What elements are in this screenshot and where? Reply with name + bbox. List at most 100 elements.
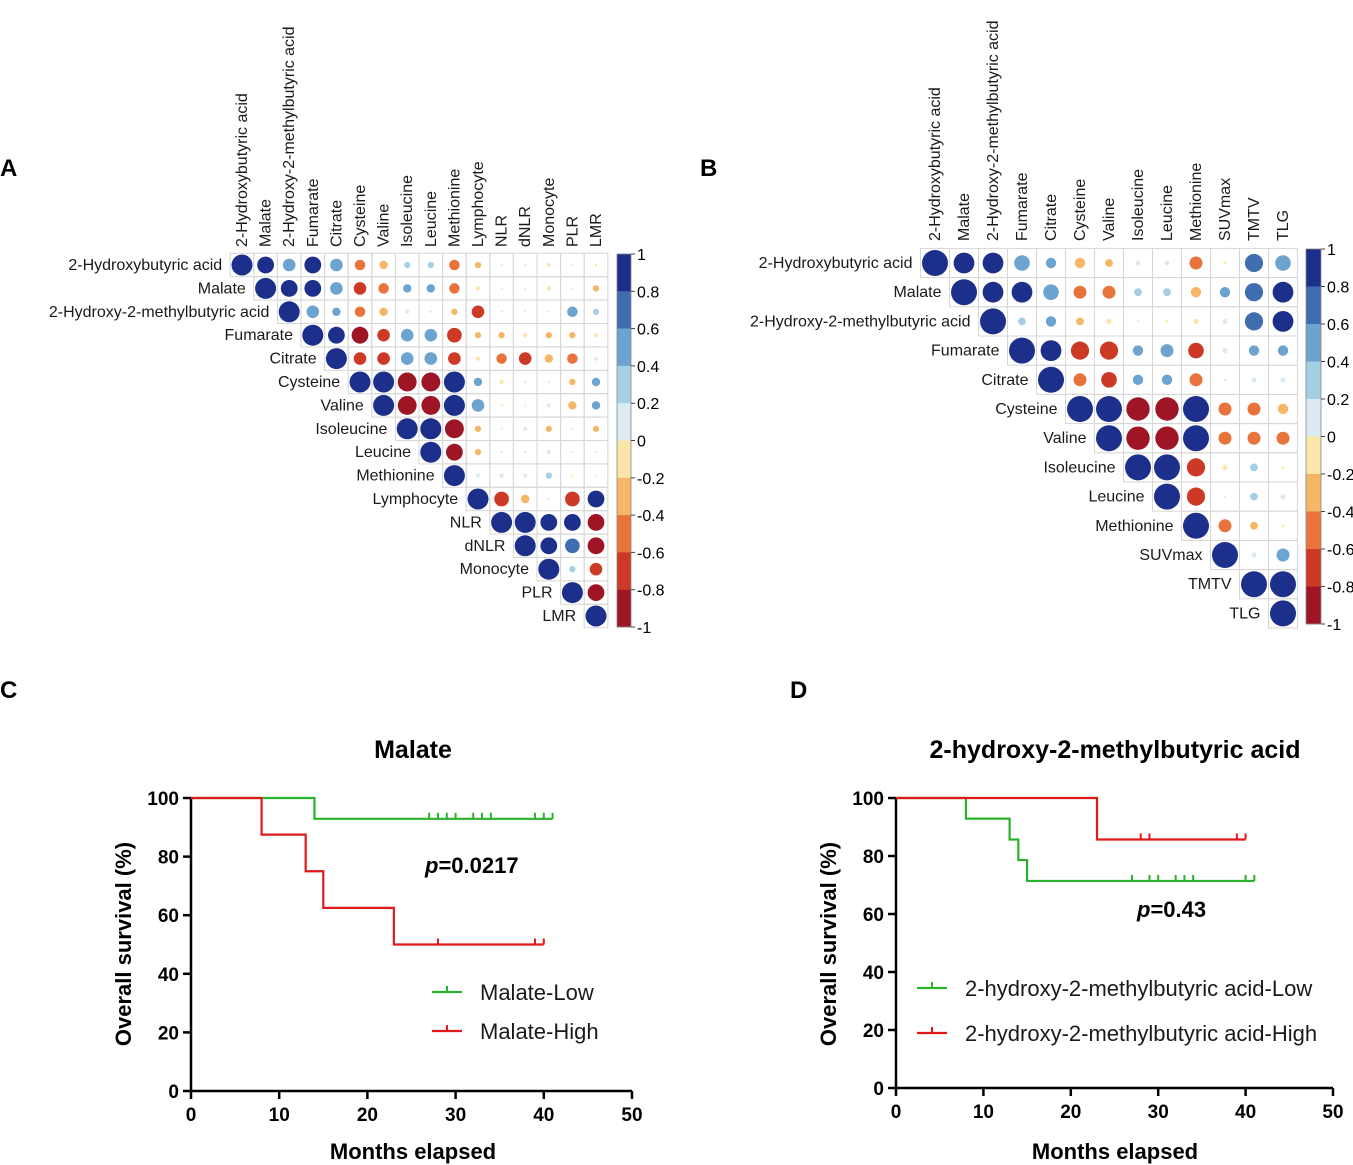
corr-circle — [593, 356, 599, 361]
corr-circle — [500, 427, 503, 430]
corr-circle — [1272, 311, 1294, 332]
corr-circle — [545, 425, 552, 432]
corr-circle — [1105, 259, 1113, 267]
column-label: PLR — [564, 216, 581, 247]
column-label: Citrate — [328, 200, 345, 247]
corr-circle — [546, 286, 551, 291]
corr-circle — [592, 308, 600, 315]
corr-circle — [545, 332, 552, 339]
corr-circle — [569, 378, 576, 386]
corr-circle — [1011, 281, 1033, 303]
corr-circle — [1223, 378, 1227, 382]
row-label: 2-Hydroxy-2-methylbutyric acid — [49, 304, 270, 321]
corr-circle — [491, 511, 513, 533]
column-label: Malate — [956, 193, 973, 241]
colorbar-tick-label: -0.2 — [637, 471, 665, 488]
corr-circle — [1136, 320, 1140, 323]
row-label: Methionine — [356, 468, 434, 485]
colorbar-tick-label: 0.8 — [1327, 280, 1349, 297]
colorbar-segment — [617, 365, 631, 404]
corr-circle — [420, 441, 442, 463]
column-label: Leucine — [1159, 185, 1176, 241]
corr-circle — [500, 287, 503, 290]
column-label: NLR — [494, 215, 511, 247]
row-label: LMR — [542, 608, 576, 625]
corr-circle — [1154, 483, 1180, 510]
plot-title: 2-hydroxy-2-methylbutyric acid — [930, 736, 1301, 764]
row-label: Leucine — [355, 444, 411, 461]
colorbar-segment — [1306, 549, 1321, 587]
corr-circle — [1073, 285, 1087, 299]
corr-circle — [571, 427, 574, 430]
corr-circle — [1038, 366, 1064, 393]
row-label: 2-Hydroxybutyric acid — [759, 255, 913, 272]
column-label: 2-Hydroxy-2-methylbutyric acid — [985, 20, 1002, 241]
corr-circle — [1223, 261, 1227, 265]
corr-circle — [397, 372, 417, 392]
x-tick-label: 0 — [891, 1102, 902, 1123]
corr-circle — [587, 584, 605, 601]
y-tick-label: 0 — [168, 1082, 179, 1103]
legend-label: 2-hydroxy-2-methylbutyric acid-Low — [965, 976, 1312, 1001]
corr-circle — [1045, 316, 1057, 327]
corr-circle — [400, 328, 414, 342]
legend-label: Malate-Low — [480, 980, 594, 1005]
corr-circle — [474, 332, 482, 339]
corr-circle — [302, 324, 324, 346]
corr-circle — [1132, 374, 1144, 385]
colorbar-b: 1 0.8 0.6 0.4 0.2 0 -0.2 -0.4 -0.6 -0.8 -1 — [1305, 242, 1353, 634]
corr-circle — [1247, 402, 1261, 416]
row-label: Fumarate — [225, 327, 294, 344]
panel-label-b: B — [700, 155, 717, 182]
corr-circle — [1186, 458, 1206, 477]
colorbar-segment — [1306, 436, 1321, 475]
corr-circle — [1067, 396, 1093, 422]
corr-circle — [379, 260, 388, 270]
y-tick-label: 80 — [158, 848, 179, 869]
corr-circle — [448, 352, 461, 365]
corr-circle — [373, 371, 395, 393]
corr-circle — [1009, 337, 1035, 364]
corr-circle — [1045, 257, 1057, 269]
panel-label-a: A — [0, 155, 17, 182]
column-label: Fumarate — [1014, 172, 1031, 241]
row-label: Cysteine — [278, 374, 340, 391]
corr-circle — [587, 537, 605, 555]
column-label: Malate — [258, 199, 275, 247]
corr-circle — [1280, 494, 1286, 500]
corr-circle — [1164, 260, 1170, 266]
legend-label: Malate-High — [480, 1019, 599, 1044]
y-axis-label: Overall survival (%) — [111, 842, 136, 1046]
column-label: SUVmax — [1217, 178, 1234, 241]
corr-circle — [1096, 425, 1122, 452]
corr-circle — [546, 262, 551, 268]
colorbar-tick-label: 0.2 — [1327, 392, 1349, 409]
corr-circle — [1163, 288, 1171, 297]
column-label: 2-Hydroxybutyric acid — [234, 93, 251, 247]
corr-circle — [475, 356, 481, 361]
corr-circle — [353, 352, 367, 365]
colorbar-segment — [1306, 286, 1321, 325]
survival-curve — [896, 796, 1255, 883]
colorbar-segment — [1306, 474, 1321, 512]
colorbar-tick-label: -1 — [637, 620, 651, 637]
corr-circle — [405, 309, 410, 314]
colorbar-tick-label: 0 — [637, 434, 646, 451]
corr-circle — [1223, 495, 1227, 498]
corr-circle — [524, 287, 527, 290]
p-value: =0.0217 — [438, 853, 518, 878]
corr-circle — [514, 535, 536, 557]
corr-circle — [569, 566, 576, 573]
corr-circle — [587, 514, 605, 531]
column-label: Valine — [1101, 198, 1118, 241]
colorbar-segment — [1306, 249, 1321, 287]
row-label: Methionine — [1095, 518, 1173, 535]
column-label: Methionine — [1188, 163, 1205, 241]
corr-circle — [397, 395, 417, 415]
row-label: 2-Hydroxybutyric acid — [68, 257, 222, 274]
row-label: Citrate — [269, 351, 316, 368]
colorbar-segment — [617, 403, 631, 441]
colorbar-tick-label: 0.6 — [637, 322, 659, 339]
colorbar-segment — [617, 589, 631, 628]
x-tick-label: 10 — [269, 1105, 290, 1126]
